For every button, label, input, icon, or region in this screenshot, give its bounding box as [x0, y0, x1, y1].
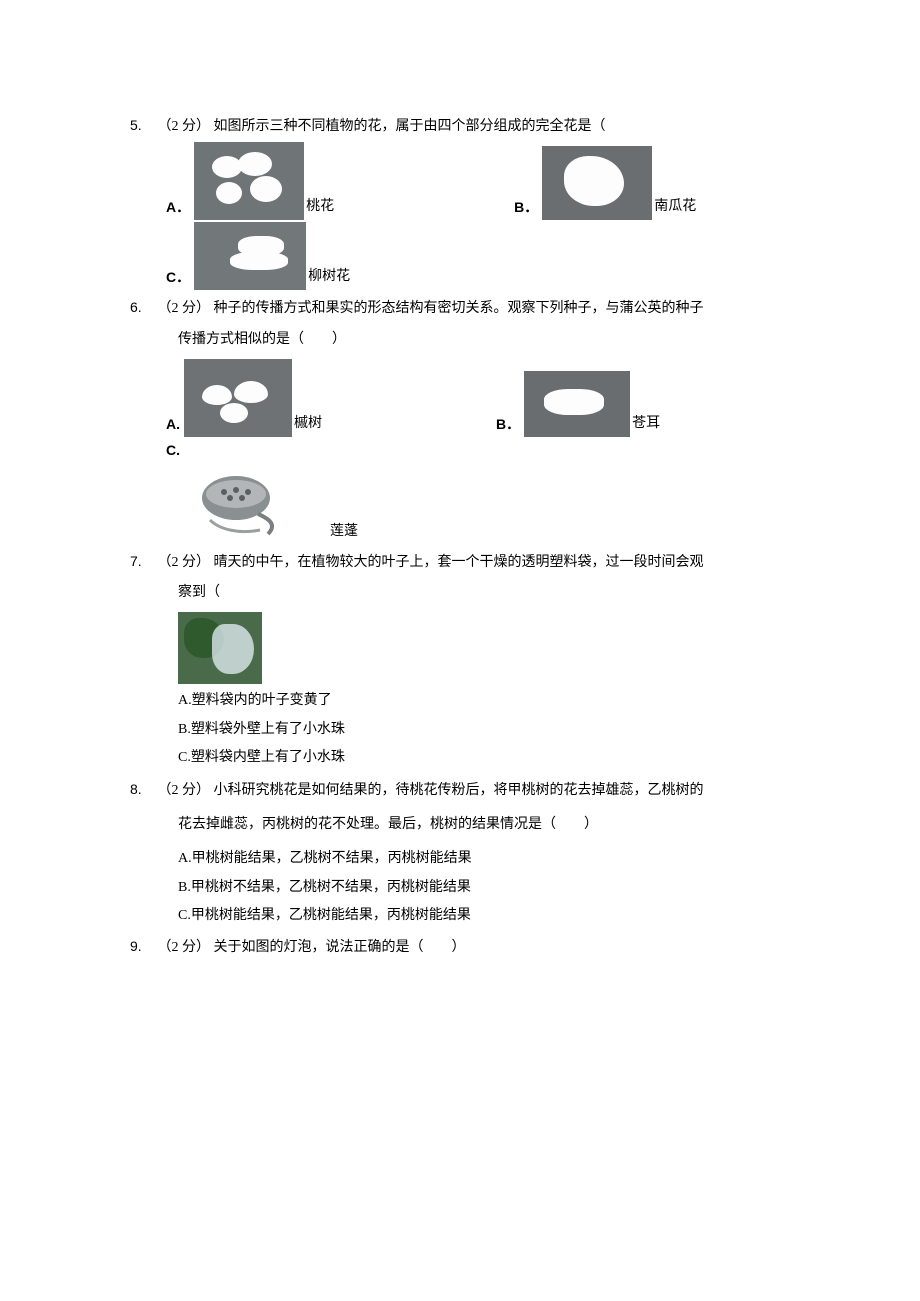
q7-option-c[interactable]: C.塑料袋内壁上有了小水珠 — [178, 747, 800, 769]
q5-a-caption: 桃花 — [306, 196, 334, 220]
q6-c-label: C. — [166, 439, 354, 463]
q6-option-a[interactable]: A. 槭树 — [166, 359, 322, 437]
q9-stem: 9. （2 分） 关于如图的灯泡，说法正确的是（ ） — [130, 935, 800, 959]
q5-text: 如图所示三种不同植物的花，属于由四个部分组成的完全花是（ — [214, 119, 606, 134]
q7-stem-line1: 7. （2 分） 晴天的中午，在植物较大的叶子上，套一个干燥的透明塑料袋，过一段… — [130, 550, 800, 574]
q8-option-a[interactable]: A.甲桃树能结果，乙桃树不结果，丙桃树能结果 — [178, 848, 800, 870]
q5-c-label: C． — [166, 266, 190, 290]
q5-points: （2 分） — [158, 119, 211, 134]
q9-text: 关于如图的灯泡，说法正确的是（ ） — [214, 940, 466, 955]
q5-row-c: C． 柳树花 — [166, 222, 800, 290]
q5-c-image — [194, 222, 306, 290]
q5-stem: 5. （2 分） 如图所示三种不同植物的花，属于由四个部分组成的完全花是（ — [130, 114, 800, 138]
q6-number: 6. — [130, 296, 154, 318]
q6-b-caption: 苍耳 — [632, 413, 660, 437]
q6-stem-line2: 传播方式相似的是（ ） — [178, 329, 800, 351]
q5-option-a[interactable]: A． 桃花 — [166, 142, 334, 220]
q6-c-caption: 莲蓬 — [330, 521, 358, 545]
q6-stem-line1: 6. （2 分） 种子的传播方式和果实的形态结构有密切关系。观察下列种子，与蒲公… — [130, 296, 800, 320]
q5-c-caption: 柳树花 — [308, 266, 350, 290]
q5-option-c[interactable]: C． 柳树花 — [166, 222, 350, 290]
q8-option-c[interactable]: C.甲桃树能结果，乙桃树能结果，丙桃树能结果 — [178, 905, 800, 927]
q7-option-b[interactable]: B.塑料袋外壁上有了小水珠 — [178, 719, 800, 741]
q8-option-b[interactable]: B.甲桃树不结果，乙桃树不结果，丙桃树能结果 — [178, 877, 800, 899]
q6-row-ab: A. 槭树 B． 苍耳 — [166, 359, 800, 437]
q7-number: 7. — [130, 550, 154, 572]
q9-number: 9. — [130, 935, 154, 957]
q6-a-label: A. — [166, 413, 180, 437]
q8-points: （2 分） — [158, 783, 211, 798]
q5-a-image — [194, 142, 304, 220]
q6-a-caption: 槭树 — [294, 413, 322, 437]
q6-b-image — [524, 371, 630, 437]
q6-option-b[interactable]: B． 苍耳 — [496, 371, 660, 437]
q5-b-caption: 南瓜花 — [654, 196, 696, 220]
q8-stem-line2: 花去掉雌蕊，丙桃树的花不处理。最后，桃树的结果情况是（ ） — [178, 814, 800, 836]
q7-image — [178, 612, 262, 684]
q8-stem-line1: 8. （2 分） 小科研究桃花是如何结果的，待桃花传粉后，将甲桃树的花去掉雄蕊，… — [130, 778, 800, 802]
q7-image-wrap — [178, 612, 800, 684]
q6-points: （2 分） — [158, 301, 211, 316]
q7-option-a[interactable]: A.塑料袋内的叶子变黄了 — [178, 690, 800, 712]
q5-b-image — [542, 146, 652, 220]
q7-points: （2 分） — [158, 555, 211, 570]
q5-number: 5. — [130, 114, 154, 136]
q6-c-image — [180, 464, 328, 546]
q7-stem-line2: 察到（ — [178, 582, 800, 604]
q6-text1: 种子的传播方式和果实的形态结构有密切关系。观察下列种子，与蒲公英的种子 — [214, 301, 704, 316]
q5-a-label: A． — [166, 196, 190, 220]
q5-b-label: B． — [514, 196, 538, 220]
q9-points: （2 分） — [158, 940, 211, 955]
q6-a-image — [184, 359, 292, 437]
q5-row-ab: A． 桃花 B． 南瓜花 — [166, 142, 800, 220]
lotus-pod-icon — [180, 464, 328, 546]
q8-number: 8. — [130, 778, 154, 800]
q8-text1: 小科研究桃花是如何结果的，待桃花传粉后，将甲桃树的花去掉雄蕊，乙桃树的 — [214, 783, 704, 798]
q6-b-label: B． — [496, 413, 520, 437]
q7-text1: 晴天的中午，在植物较大的叶子上，套一个干燥的透明塑料袋，过一段时间会观 — [214, 555, 704, 570]
q6-option-c[interactable]: C. 莲蓬 — [166, 439, 358, 545]
exam-page: 5. （2 分） 如图所示三种不同植物的花，属于由四个部分组成的完全花是（ A．… — [0, 0, 920, 1024]
q6-row-c: C. 莲蓬 — [166, 439, 800, 545]
q5-option-b[interactable]: B． 南瓜花 — [514, 146, 696, 220]
